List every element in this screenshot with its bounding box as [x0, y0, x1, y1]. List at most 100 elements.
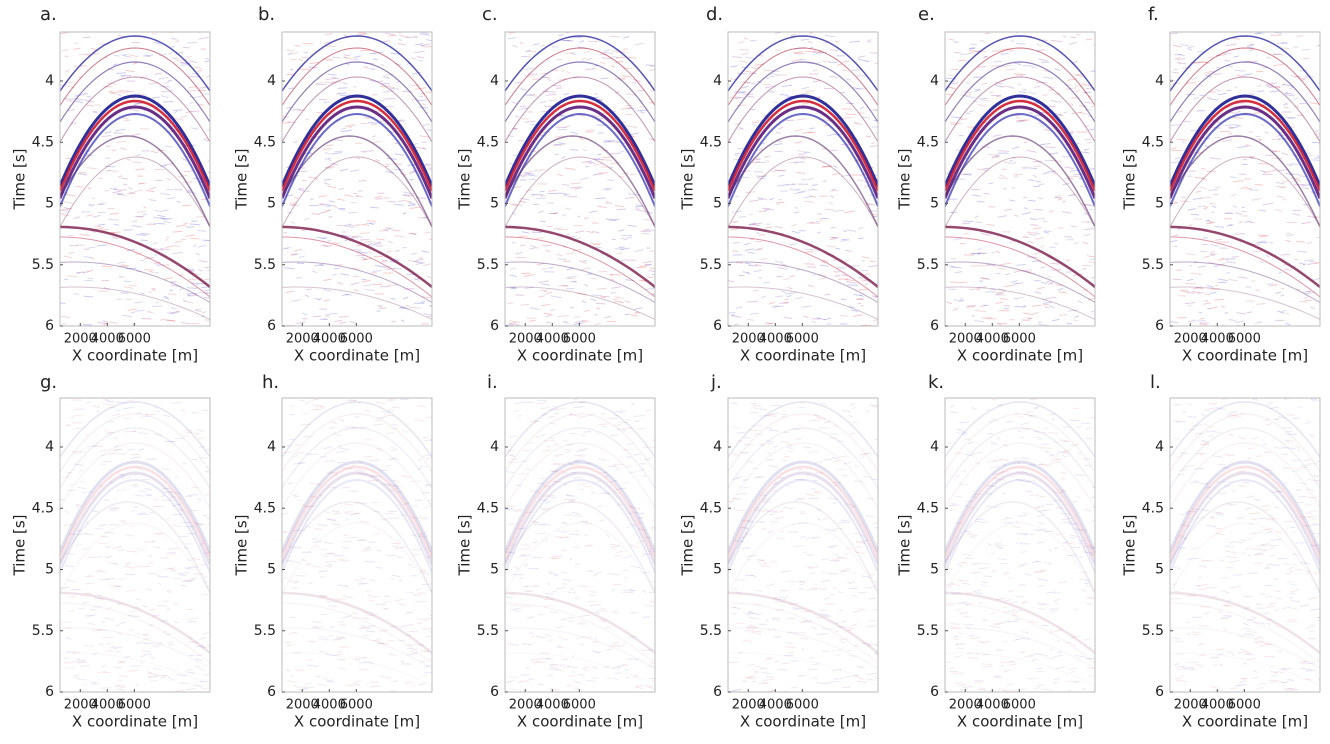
panel-label: a. — [40, 4, 57, 25]
texture — [1269, 603, 1277, 604]
texture — [769, 199, 774, 200]
texture — [407, 653, 417, 655]
texture — [98, 543, 107, 544]
texture — [601, 78, 608, 79]
texture — [957, 644, 965, 645]
texture — [565, 168, 575, 169]
texture — [392, 680, 399, 682]
texture — [1063, 426, 1070, 427]
texture — [949, 39, 955, 40]
texture — [188, 494, 198, 495]
texture — [87, 168, 97, 169]
texture — [1052, 173, 1055, 174]
texture — [369, 580, 376, 582]
texture — [198, 230, 207, 231]
texture — [635, 209, 640, 210]
texture — [342, 541, 352, 542]
texture — [415, 51, 425, 53]
texture — [602, 413, 606, 414]
texture — [1076, 90, 1080, 92]
texture — [373, 141, 380, 143]
texture — [786, 642, 793, 644]
texture — [590, 299, 596, 300]
texture — [1052, 160, 1062, 161]
texture — [291, 222, 295, 224]
texture — [823, 181, 827, 182]
texture — [1280, 255, 1290, 256]
texture — [570, 413, 574, 414]
y-axis-label: Time [s] — [1121, 149, 1139, 211]
texture — [1074, 242, 1078, 244]
texture — [1200, 187, 1207, 189]
texture — [768, 531, 773, 533]
texture — [416, 589, 420, 591]
texture — [540, 435, 544, 436]
texture — [391, 543, 402, 544]
texture — [1001, 54, 1008, 55]
texture — [1063, 455, 1067, 457]
texture — [1029, 113, 1033, 114]
texture — [1248, 538, 1252, 539]
texture — [1004, 285, 1013, 286]
texture — [1043, 172, 1049, 174]
texture — [389, 88, 398, 90]
reflection — [60, 603, 210, 663]
texture — [1287, 581, 1293, 583]
texture — [1052, 419, 1055, 420]
texture — [811, 588, 821, 589]
texture — [596, 303, 606, 304]
texture — [567, 276, 576, 277]
texture — [386, 433, 395, 434]
texture — [596, 481, 601, 483]
texture — [107, 322, 118, 323]
texture — [805, 252, 813, 253]
texture — [98, 571, 106, 572]
texture — [1011, 610, 1022, 611]
texture — [999, 689, 1006, 690]
texture — [761, 672, 769, 673]
texture — [67, 580, 76, 582]
texture — [753, 249, 762, 250]
y-tick-label: 6 — [930, 318, 939, 334]
texture — [1205, 146, 1208, 147]
texture — [858, 609, 866, 611]
texture — [741, 86, 748, 88]
texture — [1049, 211, 1053, 212]
texture — [426, 618, 432, 619]
texture — [1029, 92, 1036, 94]
texture — [344, 195, 353, 196]
texture — [837, 275, 840, 277]
texture — [412, 567, 416, 568]
texture — [1198, 584, 1208, 586]
texture — [286, 291, 294, 293]
reflection — [505, 523, 655, 593]
texture — [779, 597, 788, 598]
texture — [117, 262, 125, 264]
texture — [823, 459, 832, 461]
texture — [557, 174, 563, 176]
texture — [624, 301, 629, 303]
y-tick-label: 4 — [267, 439, 276, 455]
texture — [420, 466, 428, 467]
texture — [1028, 180, 1034, 181]
texture — [604, 50, 610, 51]
texture — [351, 236, 358, 237]
texture — [1086, 88, 1092, 89]
texture — [167, 591, 171, 593]
texture — [763, 509, 768, 510]
texture — [843, 231, 846, 232]
texture — [1214, 74, 1222, 75]
texture — [319, 196, 328, 197]
texture — [610, 544, 619, 545]
texture — [345, 586, 348, 587]
texture — [507, 643, 510, 645]
reflection — [728, 628, 878, 669]
texture — [1021, 602, 1028, 603]
texture — [754, 671, 758, 672]
texture — [1315, 131, 1319, 133]
texture — [147, 312, 152, 313]
texture — [636, 110, 647, 111]
texture — [1068, 668, 1077, 669]
texture — [313, 271, 317, 273]
texture — [1006, 421, 1013, 422]
